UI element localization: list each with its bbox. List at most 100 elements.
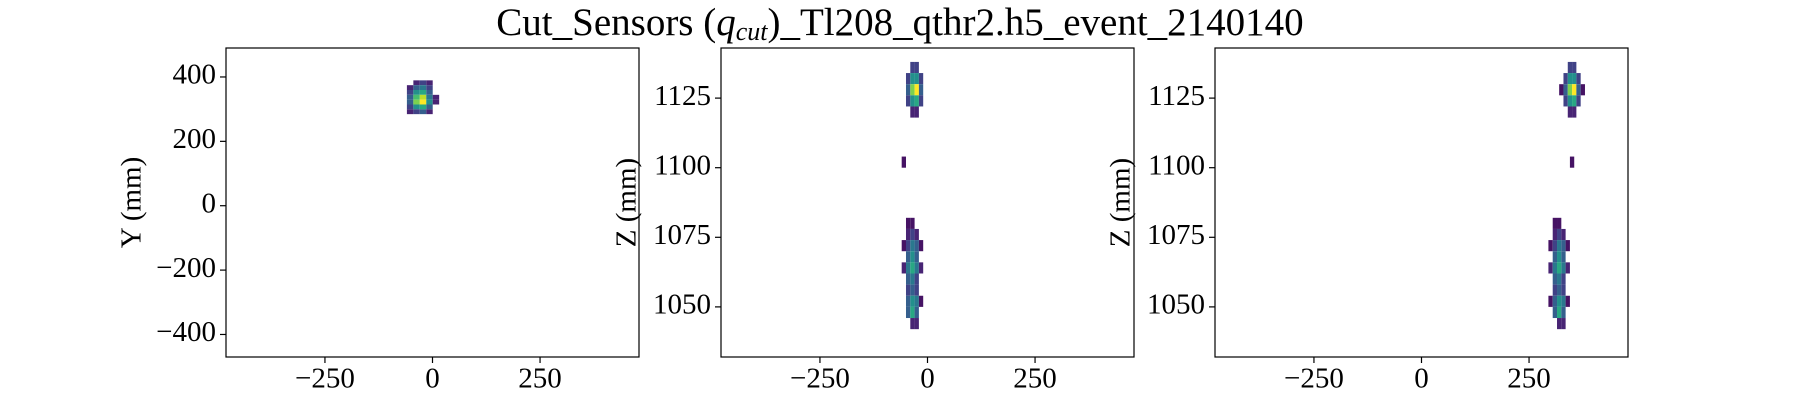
y-tick-label: 1050 (653, 289, 711, 321)
heat-cell (413, 90, 420, 95)
y-tick-label: 0 (202, 187, 217, 219)
heat-cell (413, 94, 420, 100)
y-tick-label: 1100 (654, 149, 711, 181)
heat-cell (914, 73, 919, 85)
heat-cell (406, 104, 414, 110)
heat-cell (413, 85, 420, 91)
y-tick-label: 1050 (1147, 289, 1205, 321)
heat-cell (406, 90, 414, 95)
heat-cell (910, 95, 915, 107)
axes-frame (720, 47, 1135, 358)
heat-cell (918, 295, 924, 307)
y-tick-label: 1125 (654, 80, 711, 112)
heat-cell (1561, 228, 1566, 241)
heat-cell (1557, 284, 1562, 296)
heat-cell (1561, 273, 1566, 285)
heat-cell (918, 73, 924, 85)
panel: −250 0 250 1050 1075 1100 1125 Z (mm) (1105, 47, 1629, 395)
heat-cell (910, 251, 915, 263)
heat-cell (1552, 262, 1558, 274)
y-axis-label: Z (mm) (611, 158, 643, 247)
heat-cell (1552, 295, 1558, 307)
heat-cell (914, 273, 919, 285)
heat-cell (406, 99, 414, 105)
heat-cell (1572, 61, 1577, 74)
x-tick-label: −250 (790, 363, 850, 395)
x-tick-label: 0 (1414, 363, 1429, 395)
heat-cell (1552, 228, 1558, 241)
y-tick-label: 1075 (653, 219, 711, 251)
heat-cell (1557, 273, 1562, 285)
heat-cell (905, 262, 911, 274)
heat-cell (1576, 95, 1581, 107)
heat-cell (419, 109, 427, 115)
heat-cell (910, 262, 915, 274)
heat-cell (413, 109, 420, 115)
y-axis-label: Y (mm) (116, 157, 148, 249)
heat-cell (905, 95, 911, 107)
heat-cell (1552, 284, 1558, 296)
heat-cell (1561, 240, 1566, 252)
heat-cell (1565, 262, 1570, 274)
heat-cell (914, 251, 919, 263)
heat-cell (1561, 251, 1566, 263)
heat-cell (914, 284, 919, 296)
heat-cell (1548, 295, 1553, 307)
title-sub: cut (736, 17, 769, 46)
heat-cell (1567, 61, 1573, 74)
y-tick-label: 400 (173, 59, 217, 91)
heat-cell (910, 217, 915, 229)
heat-cell (910, 306, 915, 319)
x-tick-label: 250 (1013, 363, 1057, 395)
heat-cell (1557, 262, 1562, 274)
heat-cell (918, 95, 924, 107)
heat-cell (1567, 95, 1573, 107)
heat-cell (413, 99, 420, 105)
heat-cell (1572, 73, 1577, 85)
heat-cell (419, 99, 427, 105)
heat-cell (1557, 228, 1562, 241)
heat-cell (406, 94, 414, 100)
heat-cell (426, 109, 433, 115)
heat-cell (914, 106, 919, 118)
heat-cell (1572, 95, 1577, 107)
cells (1548, 61, 1585, 330)
heat-cell (910, 228, 915, 241)
heat-cell (905, 306, 911, 319)
heat-cell (905, 273, 911, 285)
heat-cell (914, 228, 919, 241)
heat-cell (914, 318, 919, 330)
heat-cell (914, 84, 919, 96)
heat-cell (1557, 217, 1562, 229)
heat-cell (1561, 295, 1566, 307)
heat-cell (1572, 84, 1577, 96)
panel: −250 0 250 1050 1075 1100 1125 Z (mm) (611, 47, 1135, 395)
heat-cell (426, 104, 433, 110)
heat-cell (426, 80, 433, 86)
heat-cell (910, 295, 915, 307)
x-tick-label: −250 (1284, 363, 1344, 395)
heat-cell (1565, 240, 1570, 252)
heat-cell (1561, 262, 1566, 274)
heat-cell (905, 84, 911, 96)
heat-cell (426, 85, 433, 91)
panel: −250 0 250 −400 −200 0 200 400 Y (mm) (116, 47, 640, 395)
heat-cell (910, 106, 915, 118)
heat-cell (905, 228, 911, 241)
heat-cell (1552, 251, 1558, 263)
heat-cell (426, 99, 433, 105)
title-prefix: Cut_Sensors ( (496, 1, 716, 44)
heat-cell (419, 90, 427, 95)
heat-cell (905, 73, 911, 85)
heat-cell (1552, 273, 1558, 285)
x-tick-label: 0 (920, 363, 935, 395)
heat-cell (910, 273, 915, 285)
x-tick-label: 250 (1507, 363, 1551, 395)
heat-cell (1557, 295, 1562, 307)
heat-cell (910, 284, 915, 296)
heat-cell (910, 73, 915, 85)
heat-cell (1552, 217, 1558, 229)
heat-cell (413, 80, 420, 86)
